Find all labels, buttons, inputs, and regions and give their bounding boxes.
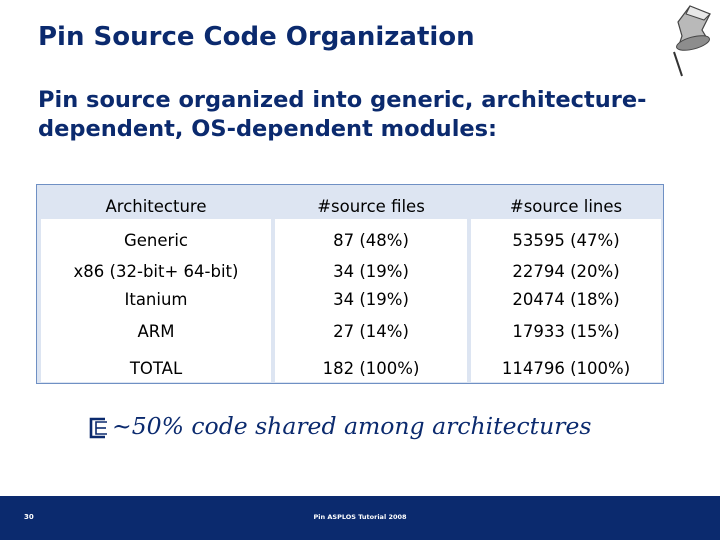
- table-cell: x86 (32-bit+ 64-bit): [73, 262, 239, 281]
- table-cell: 34 (19%): [333, 290, 409, 309]
- table-cell: 53595 (47%): [512, 231, 620, 250]
- table-header-files: #source files: [317, 197, 425, 216]
- footer-caption: Pin ASPLOS Tutorial 2008: [313, 513, 407, 521]
- table-header-cell: [41, 185, 271, 219]
- table-cell: Generic: [124, 231, 188, 250]
- table-cell: 87 (48%): [333, 231, 409, 250]
- page-number: 30: [24, 513, 34, 521]
- summary-note: ~50% code shared among architectures: [112, 412, 592, 440]
- table-column-architecture: [41, 185, 271, 382]
- arrow-bullet-icon: [89, 417, 107, 439]
- table-cell: 182 (100%): [322, 359, 420, 378]
- table-cell: 27 (14%): [333, 322, 409, 341]
- table-header-cell: [471, 185, 661, 219]
- table-header-cell: [275, 185, 467, 219]
- table-header-lines: #source lines: [509, 197, 623, 216]
- table-cell: 22794 (20%): [512, 262, 620, 281]
- table-cell: Itanium: [124, 290, 188, 309]
- push-pin-icon: [673, 5, 711, 77]
- footer-bar: [0, 496, 720, 540]
- table-column-lines: [471, 185, 661, 382]
- table-header-architecture: Architecture: [105, 197, 207, 216]
- slide-subtitle: Pin source organized into generic, archi…: [38, 87, 647, 142]
- table-cell: 34 (19%): [333, 262, 409, 281]
- slide-title: Pin Source Code Organization: [38, 22, 475, 52]
- table-column-files: [275, 185, 467, 382]
- table-cell: 20474 (18%): [512, 290, 620, 309]
- table-cell: 114796 (100%): [501, 359, 631, 378]
- table-cell: TOTAL: [129, 359, 183, 378]
- table-cell: 17933 (15%): [512, 322, 620, 341]
- table-cell: ARM: [137, 322, 175, 341]
- source-table: Architecture #source files #source lines…: [36, 184, 664, 384]
